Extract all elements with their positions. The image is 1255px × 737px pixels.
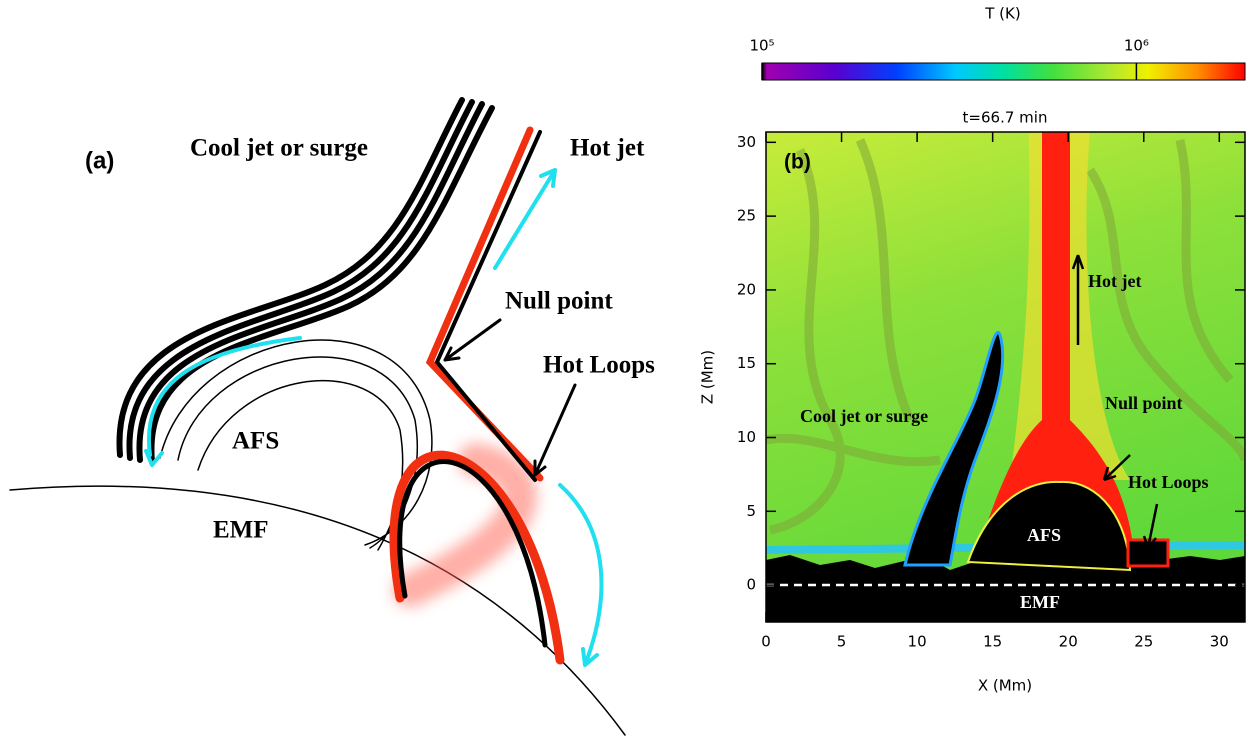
x-axis-label: X (Mm) <box>978 677 1032 695</box>
panel-label: (a) <box>85 147 114 174</box>
x-tick-label: 5 <box>837 633 847 651</box>
loop-flow-arrow <box>558 483 604 667</box>
loop-glow <box>393 443 537 607</box>
annotation: AFS <box>232 428 279 455</box>
colorbar-title: T (K) <box>984 5 1020 23</box>
y-axis-label: Z (Mm) <box>699 350 717 404</box>
x-tick-label: 25 <box>1134 633 1153 651</box>
hot-loop-red <box>389 450 565 665</box>
annotation: Cool jet or surge <box>190 135 368 162</box>
annotation: Hot jet <box>1088 271 1141 291</box>
colorbar-tick-label: 10⁵ <box>749 37 774 55</box>
y-tick-label: 10 <box>737 428 756 446</box>
annotation: Cool jet or surge <box>800 406 928 426</box>
x-tick-label: 20 <box>1059 633 1078 651</box>
hot-flow-arrow <box>493 168 557 270</box>
y-tick-label: 25 <box>737 207 756 225</box>
cool-jet-lines <box>116 97 495 465</box>
annotation: Hot Loops <box>1128 472 1209 492</box>
temperature-map <box>766 132 1245 622</box>
y-tick-label: 30 <box>737 133 756 151</box>
colorbar <box>761 62 1246 81</box>
plot-frame <box>765 131 1246 623</box>
annotation: EMF <box>213 517 269 544</box>
hot-jet-black <box>434 130 542 482</box>
x-tick-label: 15 <box>983 633 1002 651</box>
loops-arrow <box>533 383 577 477</box>
x-tick-label: 0 <box>761 633 771 651</box>
y-tick-label: 0 <box>746 576 756 594</box>
plot-title: t=66.7 min <box>963 109 1048 127</box>
cool-flow-arrow <box>146 336 302 457</box>
surface <box>9 485 626 736</box>
annotation: Null point <box>505 288 613 315</box>
y-tick-label: 5 <box>746 502 756 520</box>
annotation: Hot jet <box>570 135 645 162</box>
y-tick-label: 15 <box>737 354 756 372</box>
annotation: AFS <box>1027 525 1061 545</box>
null-arrow <box>1102 454 1131 482</box>
panel-label: (b) <box>784 151 811 174</box>
null-arrow <box>443 318 502 362</box>
annotation: EMF <box>1020 592 1060 612</box>
annotation: Hot Loops <box>543 352 655 379</box>
hot-loop-black <box>397 459 548 648</box>
colorbar-tick-label: 10⁶ <box>1124 37 1149 55</box>
y-tick-label: 20 <box>737 280 756 298</box>
loops-arrow <box>1142 503 1159 549</box>
x-tick-label: 10 <box>908 633 927 651</box>
schematic <box>9 97 626 736</box>
jet-arrow <box>1071 254 1085 345</box>
annotation: Null point <box>1105 393 1183 413</box>
x-tick-label: 30 <box>1210 633 1229 651</box>
